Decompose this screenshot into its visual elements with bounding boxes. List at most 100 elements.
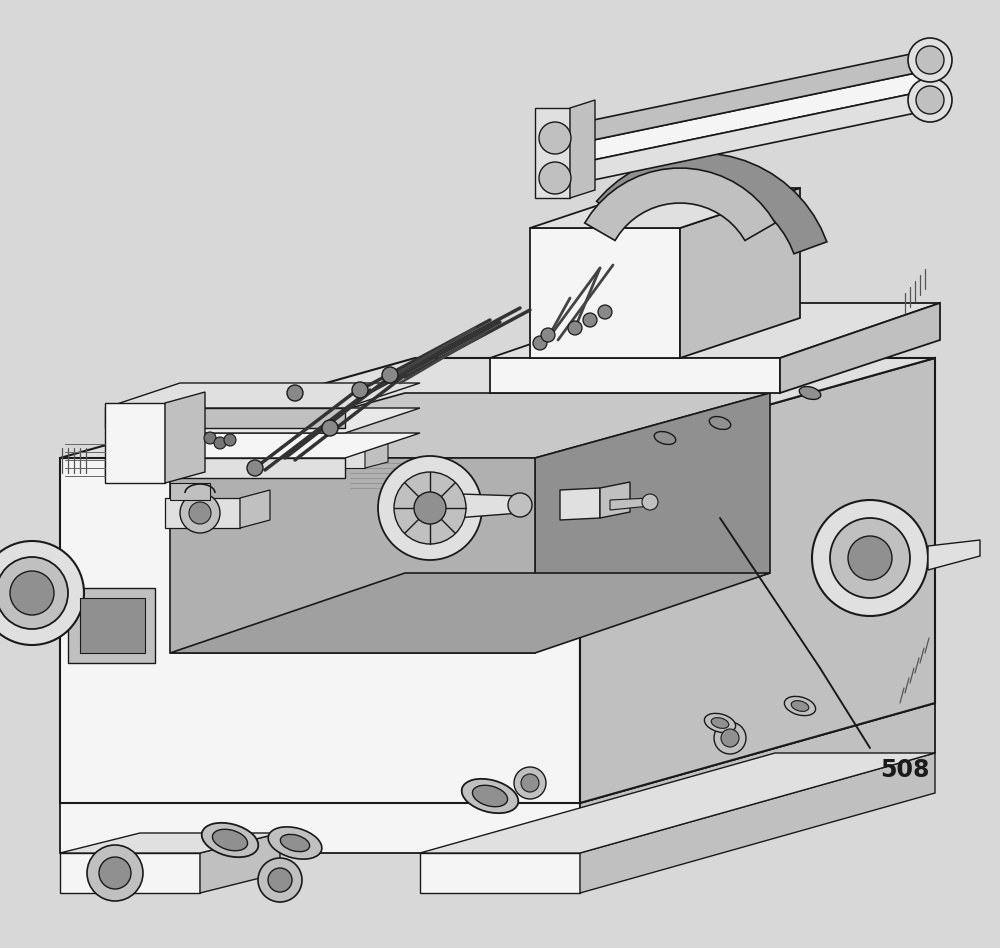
Ellipse shape [711,718,729,728]
Circle shape [224,434,236,446]
Polygon shape [600,482,630,518]
Polygon shape [585,168,775,241]
Polygon shape [420,753,935,853]
Ellipse shape [472,785,508,807]
Circle shape [598,305,612,319]
Circle shape [533,336,547,350]
Polygon shape [105,458,345,478]
Circle shape [721,729,739,747]
Circle shape [916,86,944,114]
Polygon shape [610,498,650,510]
Circle shape [908,78,952,122]
Ellipse shape [709,416,731,429]
Polygon shape [60,853,200,893]
Circle shape [268,868,292,892]
Circle shape [394,472,466,544]
Circle shape [508,493,532,517]
Polygon shape [165,498,240,528]
Circle shape [0,557,68,629]
Polygon shape [530,228,680,358]
Polygon shape [105,383,420,408]
Circle shape [247,460,263,476]
Polygon shape [555,50,930,148]
Ellipse shape [212,830,248,850]
Circle shape [258,858,302,902]
Circle shape [812,500,928,616]
Polygon shape [60,358,935,458]
Circle shape [539,122,571,154]
Ellipse shape [784,697,816,716]
Polygon shape [68,588,155,663]
Circle shape [830,518,910,598]
Ellipse shape [280,834,310,851]
Circle shape [521,774,539,792]
Circle shape [0,541,84,645]
Polygon shape [535,393,770,648]
Polygon shape [580,358,935,803]
Polygon shape [560,488,600,520]
Polygon shape [105,403,165,483]
Polygon shape [170,393,770,458]
Polygon shape [420,853,580,893]
Circle shape [378,456,482,560]
Polygon shape [80,598,145,653]
Circle shape [214,437,226,449]
Polygon shape [240,490,270,528]
Ellipse shape [791,701,809,711]
Circle shape [322,420,338,436]
Circle shape [87,845,143,901]
Polygon shape [430,493,520,520]
Circle shape [352,382,368,398]
Polygon shape [597,153,827,254]
Circle shape [180,493,220,533]
Polygon shape [0,580,32,606]
Ellipse shape [704,714,736,733]
Polygon shape [60,458,580,803]
Polygon shape [555,70,930,168]
Circle shape [382,367,398,383]
Circle shape [189,502,211,524]
Circle shape [642,494,658,510]
Polygon shape [490,358,780,393]
Polygon shape [680,188,800,358]
Polygon shape [170,573,770,653]
Circle shape [99,857,131,889]
Polygon shape [105,433,420,458]
Polygon shape [60,833,280,853]
Ellipse shape [462,779,518,813]
Ellipse shape [202,823,258,857]
Circle shape [539,162,571,194]
Polygon shape [105,408,345,428]
Polygon shape [365,442,388,468]
Circle shape [541,328,555,342]
Polygon shape [580,703,935,853]
Polygon shape [928,540,980,570]
Circle shape [848,536,892,580]
Circle shape [916,46,944,74]
Text: 508: 508 [880,758,930,782]
Circle shape [287,385,303,401]
Circle shape [908,38,952,82]
Polygon shape [535,108,570,198]
Polygon shape [60,803,580,853]
Polygon shape [580,753,935,893]
Polygon shape [200,833,280,893]
Ellipse shape [799,387,821,399]
Circle shape [514,767,546,799]
Ellipse shape [268,827,322,859]
Polygon shape [170,458,535,653]
Ellipse shape [654,431,676,445]
Circle shape [414,492,446,524]
Polygon shape [165,392,205,483]
Polygon shape [555,90,930,188]
Circle shape [568,321,582,335]
Circle shape [10,571,54,615]
Polygon shape [530,188,800,228]
Circle shape [583,313,597,327]
Polygon shape [170,483,210,500]
Polygon shape [330,448,365,468]
Polygon shape [490,303,940,358]
Polygon shape [780,303,940,393]
Polygon shape [105,408,420,433]
Circle shape [204,432,216,444]
